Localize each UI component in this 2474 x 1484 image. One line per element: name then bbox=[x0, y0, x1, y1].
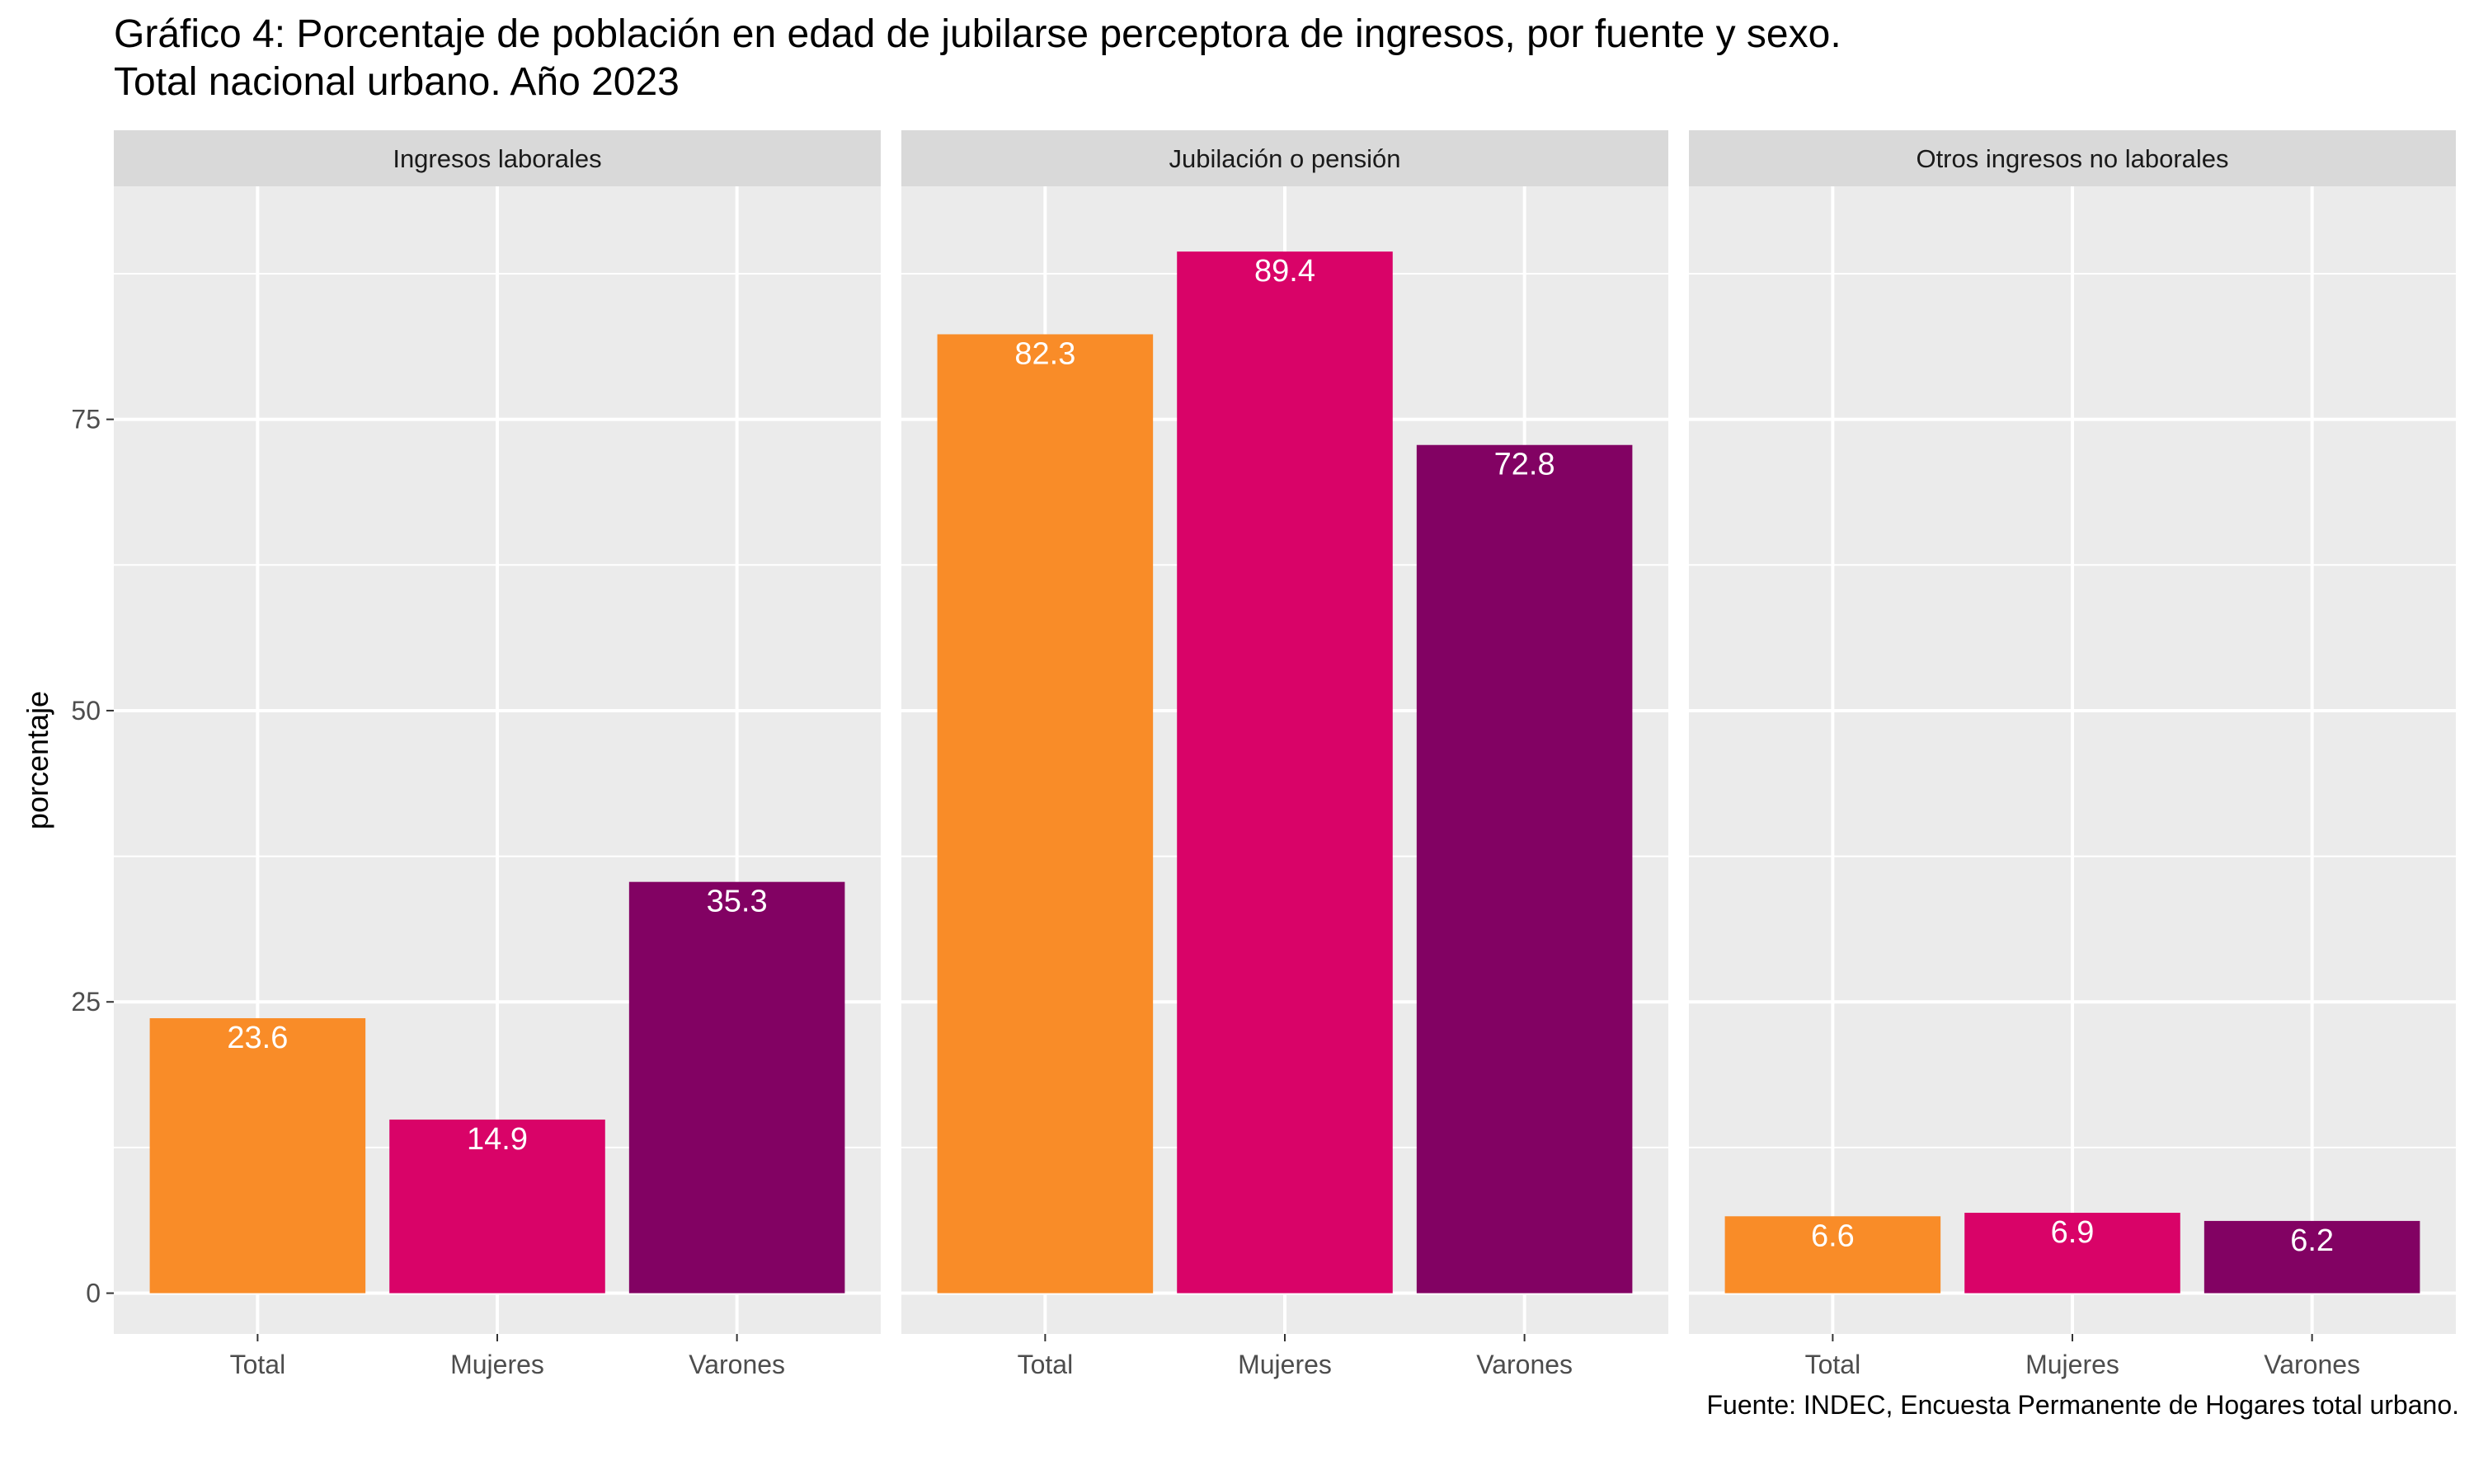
facet-label: Jubilación o pensión bbox=[1169, 144, 1401, 173]
y-tick-label: 0 bbox=[86, 1279, 101, 1308]
bar bbox=[2204, 1220, 2420, 1294]
bar bbox=[1724, 1216, 1941, 1294]
y-tick-label: 75 bbox=[71, 405, 101, 434]
data-label: 6.6 bbox=[1811, 1219, 1855, 1253]
facet-strip bbox=[114, 130, 881, 186]
bar bbox=[1177, 251, 1393, 1294]
bar bbox=[1964, 1213, 2180, 1294]
x-tick-label: Mujeres bbox=[450, 1350, 544, 1379]
facet-strip bbox=[901, 130, 1668, 186]
bar bbox=[389, 1119, 605, 1294]
x-tick-label: Total bbox=[1805, 1350, 1861, 1379]
x-tick-label: Total bbox=[230, 1350, 286, 1379]
y-tick-label: 25 bbox=[71, 987, 101, 1017]
data-label: 82.3 bbox=[1014, 336, 1075, 371]
bar bbox=[628, 881, 845, 1294]
data-label: 14.9 bbox=[467, 1122, 528, 1157]
bar bbox=[1416, 444, 1633, 1294]
data-label: 72.8 bbox=[1494, 448, 1555, 482]
chart-title: Gráfico 4: Porcentaje de población en ed… bbox=[114, 12, 1841, 56]
data-label: 35.3 bbox=[707, 885, 768, 919]
facet-strip bbox=[1689, 130, 2456, 186]
facet-label: Otros ingresos no laborales bbox=[1916, 144, 2228, 173]
data-label: 23.6 bbox=[227, 1021, 288, 1055]
x-tick-label: Mujeres bbox=[2025, 1350, 2119, 1379]
chart-subtitle: Total nacional urbano. Año 2023 bbox=[114, 60, 680, 104]
x-tick-label: Varones bbox=[2264, 1350, 2360, 1379]
x-tick-label: Varones bbox=[1476, 1350, 1573, 1379]
data-label: 6.9 bbox=[2051, 1215, 2095, 1250]
x-tick-label: Mujeres bbox=[1238, 1350, 1332, 1379]
x-tick-label: Total bbox=[1018, 1350, 1074, 1379]
x-tick-label: Varones bbox=[689, 1350, 785, 1379]
facet-label: Ingresos laborales bbox=[393, 144, 601, 173]
chart-caption: Fuente: INDEC, Encuesta Permanente de Ho… bbox=[1706, 1390, 2459, 1420]
data-label: 6.2 bbox=[2290, 1223, 2334, 1258]
bar bbox=[149, 1018, 366, 1294]
data-label: 89.4 bbox=[1254, 254, 1315, 289]
y-tick-label: 50 bbox=[71, 696, 101, 726]
bar bbox=[937, 334, 1154, 1294]
